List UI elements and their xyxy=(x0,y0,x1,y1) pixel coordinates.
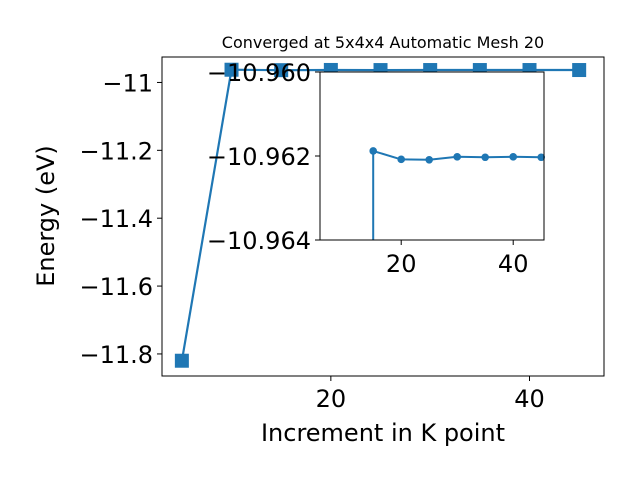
inset-data-point xyxy=(537,153,545,162)
y-tick-label: −11.8 xyxy=(79,341,153,369)
inset-y-tick-label: −10.960 xyxy=(207,59,311,87)
inset-data-point xyxy=(425,155,434,164)
x-tick-label: 40 xyxy=(514,385,545,413)
inset-series-line xyxy=(372,150,542,240)
inset-data-point xyxy=(481,153,490,162)
inset-plot: 20 40 −10.964 −10.962 −10.960 xyxy=(207,59,545,278)
main-plot-frame xyxy=(161,56,605,377)
x-axis-label: Increment in K point xyxy=(261,419,505,447)
y-tick-label: −11 xyxy=(102,69,153,97)
inset-x-tick-label: 40 xyxy=(498,250,529,278)
data-point-square xyxy=(224,62,239,77)
data-point-square xyxy=(274,63,289,78)
y-tick-label: −11.2 xyxy=(79,137,153,165)
inset-y-tick-label: −10.964 xyxy=(207,227,311,255)
inset-x-tick-label: 20 xyxy=(386,250,417,278)
data-point-square xyxy=(174,353,189,368)
inset-y-tick-label: −10.962 xyxy=(207,143,311,171)
main-plot: Converged at 5x4x4 Automatic Mesh 20 20 4… xyxy=(32,33,605,447)
y-axis-label: Energy (eV) xyxy=(32,145,60,287)
inset-data-point xyxy=(397,155,406,164)
y-tick-label: −11.4 xyxy=(79,205,153,233)
inset-data-point xyxy=(369,147,378,155)
inset-data-point xyxy=(453,153,462,161)
chart-title: Converged at 5x4x4 Automatic Mesh 20 xyxy=(222,33,544,52)
inset-data-point xyxy=(509,153,517,161)
y-tick-label: −11.6 xyxy=(79,273,153,301)
x-tick-label: 20 xyxy=(316,385,347,413)
data-point-square xyxy=(572,63,587,78)
